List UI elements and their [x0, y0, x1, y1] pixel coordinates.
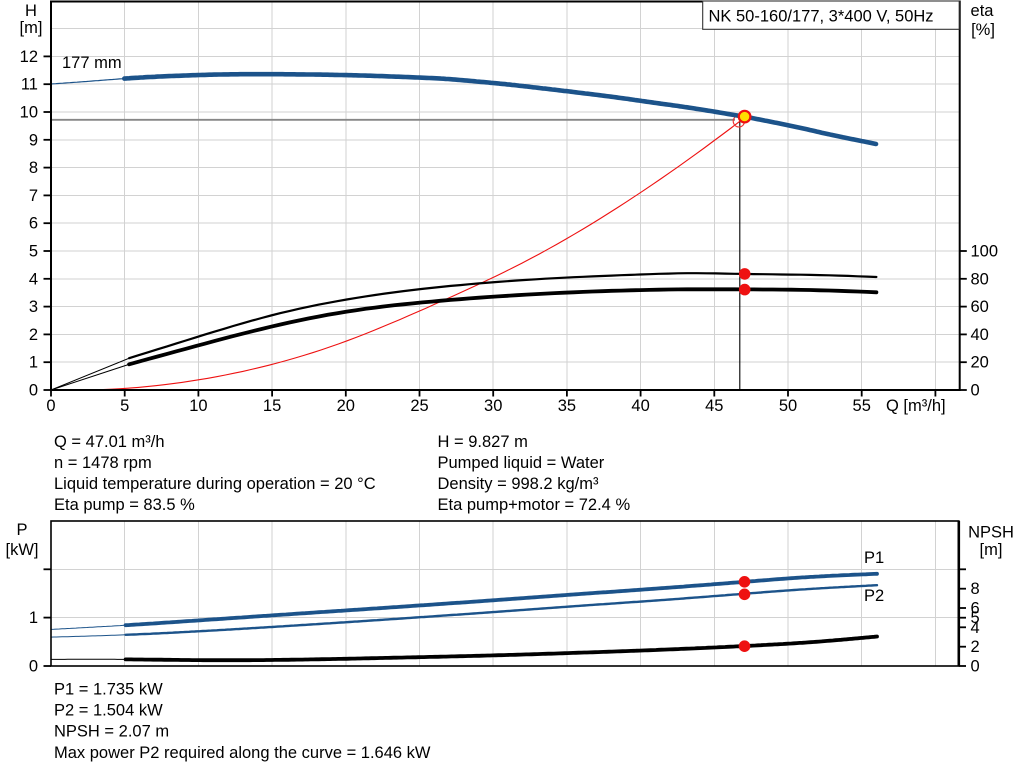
svg-text:1: 1 [29, 354, 38, 372]
svg-text:P2: P2 [864, 587, 884, 605]
svg-text:5: 5 [971, 609, 980, 627]
svg-text:4: 4 [971, 619, 980, 637]
svg-text:Liquid temperature during oper: Liquid temperature during operation = 20… [54, 475, 376, 493]
svg-text:11: 11 [21, 76, 38, 94]
svg-text:Q [m³/h]: Q [m³/h] [886, 397, 946, 415]
svg-text:2: 2 [29, 326, 38, 344]
svg-text:30: 30 [484, 397, 502, 415]
svg-text:Eta pump+motor = 72.4 %: Eta pump+motor = 72.4 % [438, 496, 631, 514]
svg-text:40: 40 [971, 326, 989, 344]
svg-text:20: 20 [337, 397, 355, 415]
svg-text:6: 6 [29, 215, 38, 233]
svg-text:100: 100 [971, 243, 999, 261]
svg-text:50: 50 [779, 397, 797, 415]
svg-text:3: 3 [29, 298, 38, 316]
svg-text:Pumped liquid = Water: Pumped liquid = Water [438, 454, 605, 472]
svg-text:n = 1478 rpm: n = 1478 rpm [54, 454, 152, 472]
svg-text:40: 40 [631, 397, 649, 415]
svg-text:[%]: [%] [971, 21, 995, 39]
svg-text:12: 12 [20, 48, 38, 66]
svg-text:60: 60 [971, 298, 989, 316]
svg-text:25: 25 [410, 397, 428, 415]
svg-text:80: 80 [971, 270, 989, 288]
svg-text:2: 2 [971, 638, 980, 656]
svg-text:NPSH = 2.07 m: NPSH = 2.07 m [54, 723, 169, 741]
svg-text:5: 5 [29, 243, 38, 261]
svg-text:0: 0 [29, 382, 38, 400]
svg-text:P: P [16, 521, 27, 539]
svg-text:0: 0 [29, 658, 38, 676]
svg-text:NPSH: NPSH [968, 524, 1014, 542]
svg-text:P1 = 1.735 kW: P1 = 1.735 kW [54, 681, 163, 699]
svg-text:[kW]: [kW] [6, 541, 39, 559]
svg-text:Max power P2 required along th: Max power P2 required along the curve = … [54, 744, 431, 762]
svg-text:35: 35 [558, 397, 576, 415]
svg-text:H: H [25, 2, 37, 20]
svg-text:6: 6 [971, 600, 980, 618]
svg-text:4: 4 [29, 270, 38, 288]
svg-text:[m]: [m] [20, 19, 43, 37]
svg-text:20: 20 [971, 354, 989, 372]
svg-text:55: 55 [853, 397, 871, 415]
svg-text:eta: eta [971, 2, 995, 20]
svg-text:[m]: [m] [980, 541, 1003, 559]
svg-text:P1: P1 [864, 549, 884, 567]
svg-text:0: 0 [971, 658, 980, 676]
svg-text:Eta pump = 83.5 %: Eta pump = 83.5 % [54, 496, 195, 514]
svg-text:8: 8 [971, 580, 980, 598]
svg-text:Q = 47.01 m³/h: Q = 47.01 m³/h [54, 433, 165, 451]
svg-text:9: 9 [29, 131, 38, 149]
svg-text:H = 9.827 m: H = 9.827 m [438, 433, 528, 451]
svg-text:0: 0 [46, 397, 55, 415]
svg-text:45: 45 [705, 397, 723, 415]
svg-text:Density = 998.2 kg/m³: Density = 998.2 kg/m³ [438, 475, 599, 493]
svg-text:1: 1 [29, 609, 38, 627]
svg-text:8: 8 [29, 159, 38, 177]
svg-text:10: 10 [189, 397, 207, 415]
svg-text:P2 = 1.504 kW: P2 = 1.504 kW [54, 702, 163, 720]
svg-text:NK 50-160/177, 3*400 V, 50Hz: NK 50-160/177, 3*400 V, 50Hz [709, 8, 934, 26]
svg-text:177 mm: 177 mm [62, 54, 122, 72]
svg-text:0: 0 [971, 382, 980, 400]
svg-text:15: 15 [263, 397, 281, 415]
svg-text:10: 10 [20, 104, 38, 122]
svg-text:7: 7 [29, 187, 38, 205]
svg-text:5: 5 [120, 397, 129, 415]
